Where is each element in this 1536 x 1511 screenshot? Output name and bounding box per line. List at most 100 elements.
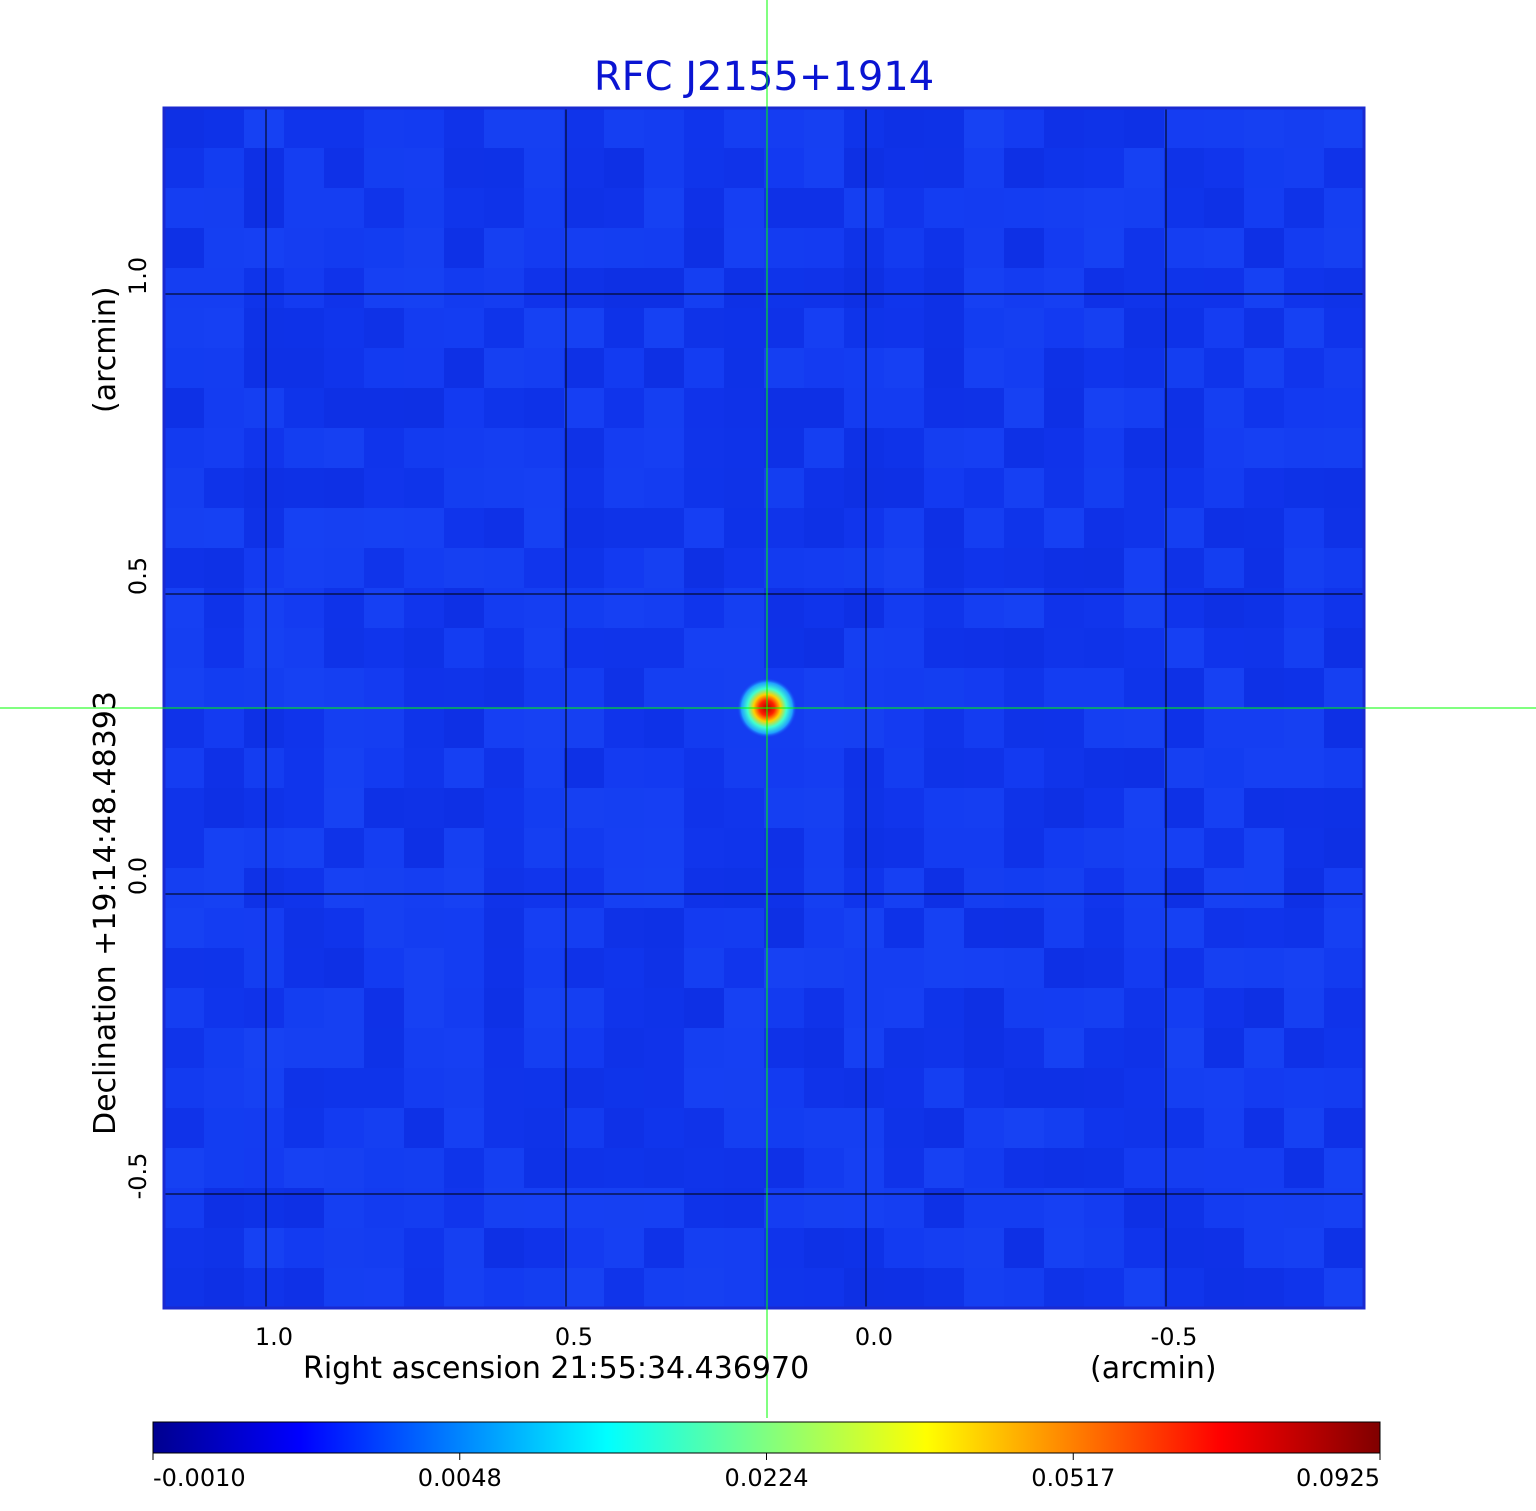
noise-cell [1324, 148, 1364, 188]
noise-cell [524, 668, 564, 708]
noise-cell [1284, 1028, 1324, 1068]
noise-cell [644, 1148, 684, 1188]
noise-cell [164, 268, 204, 308]
noise-cell [844, 348, 884, 388]
noise-cell [1284, 748, 1324, 788]
noise-cell [724, 788, 764, 828]
noise-cell [284, 228, 324, 268]
noise-cell [1284, 508, 1324, 548]
noise-cell [604, 788, 644, 828]
noise-cell [244, 1228, 284, 1268]
noise-cell [964, 148, 1004, 188]
noise-cell [244, 1188, 284, 1228]
x-tick-label: -0.5 [1151, 1323, 1198, 1351]
noise-cell [924, 188, 964, 228]
y-axis-unit: (arcmin) [88, 286, 123, 413]
noise-cell [524, 1148, 564, 1188]
noise-cell [364, 708, 404, 748]
noise-cell [764, 988, 804, 1028]
noise-cell [1204, 948, 1244, 988]
noise-cell [964, 948, 1004, 988]
noise-cell [724, 908, 764, 948]
noise-cell [484, 308, 524, 348]
noise-cell [884, 188, 924, 228]
noise-cell [1044, 188, 1084, 228]
noise-cell [924, 788, 964, 828]
noise-cell [524, 788, 564, 828]
noise-cell [1204, 108, 1244, 148]
noise-cell [1084, 268, 1124, 308]
noise-cell [1204, 1068, 1244, 1108]
noise-cell [324, 1228, 364, 1268]
noise-cell [684, 708, 724, 748]
noise-cell [684, 908, 724, 948]
noise-cell [1044, 988, 1084, 1028]
noise-cell [444, 588, 484, 628]
noise-cell [644, 348, 684, 388]
noise-cell [164, 1068, 204, 1108]
noise-cell [724, 548, 764, 588]
noise-cell [1244, 1148, 1284, 1188]
noise-cell [644, 268, 684, 308]
noise-cell [924, 268, 964, 308]
noise-cell [1124, 228, 1164, 268]
noise-cell [204, 588, 244, 628]
noise-cell [1044, 748, 1084, 788]
noise-cell [724, 508, 764, 548]
noise-cell [724, 1028, 764, 1068]
noise-cell [244, 188, 284, 228]
noise-cell [1124, 468, 1164, 508]
noise-cell [364, 468, 404, 508]
noise-cell [1044, 908, 1084, 948]
noise-cell [884, 468, 924, 508]
noise-cell [404, 788, 444, 828]
noise-cell [1204, 148, 1244, 188]
noise-cell [444, 668, 484, 708]
noise-cell [444, 228, 484, 268]
noise-cell [324, 668, 364, 708]
noise-cell [644, 668, 684, 708]
noise-cell [604, 1188, 644, 1228]
noise-cell [284, 188, 324, 228]
noise-cell [964, 1148, 1004, 1188]
noise-cell [924, 308, 964, 348]
noise-cell [484, 188, 524, 228]
noise-cell [244, 428, 284, 468]
x-tick-label: 1.0 [255, 1323, 293, 1351]
noise-cell [804, 668, 844, 708]
noise-cell [1124, 748, 1164, 788]
noise-cell [244, 988, 284, 1028]
noise-cell [204, 988, 244, 1028]
noise-cell [284, 908, 324, 948]
noise-cell [1044, 228, 1084, 268]
noise-cell [204, 1188, 244, 1228]
noise-cell [364, 268, 404, 308]
noise-cell [604, 348, 644, 388]
noise-cell [564, 748, 604, 788]
noise-cell [764, 588, 804, 628]
noise-cell [364, 508, 404, 548]
noise-cell [1244, 748, 1284, 788]
noise-cell [164, 948, 204, 988]
noise-cell [1284, 548, 1324, 588]
noise-cell [564, 1028, 604, 1068]
noise-cell [1284, 428, 1324, 468]
noise-cell [1044, 588, 1084, 628]
noise-cell [1244, 268, 1284, 308]
noise-cell [884, 1228, 924, 1268]
noise-cell [1004, 428, 1044, 468]
noise-cell [1124, 708, 1164, 748]
noise-cell [1044, 268, 1084, 308]
noise-cell [924, 1148, 964, 1188]
noise-cell [324, 348, 364, 388]
noise-cell [924, 748, 964, 788]
noise-cell [1204, 508, 1244, 548]
noise-cell [604, 1228, 644, 1268]
noise-cell [404, 1228, 444, 1268]
noise-cell [204, 268, 244, 308]
noise-cell [604, 108, 644, 148]
noise-cell [1244, 988, 1284, 1028]
noise-cell [484, 228, 524, 268]
noise-cell [684, 148, 724, 188]
noise-cell [324, 1188, 364, 1228]
